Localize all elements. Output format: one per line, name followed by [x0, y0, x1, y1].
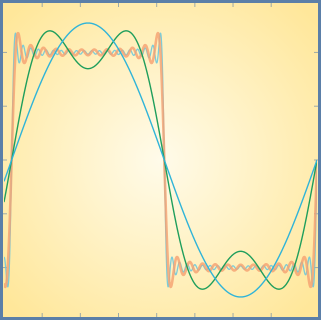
- series-group: [4, 22, 317, 298]
- series-line-2-terms: [4, 30, 317, 290]
- series-line-12-terms: [4, 31, 317, 289]
- series-line-1-terms: [4, 22, 317, 298]
- axis-ticks: [3, 3, 318, 317]
